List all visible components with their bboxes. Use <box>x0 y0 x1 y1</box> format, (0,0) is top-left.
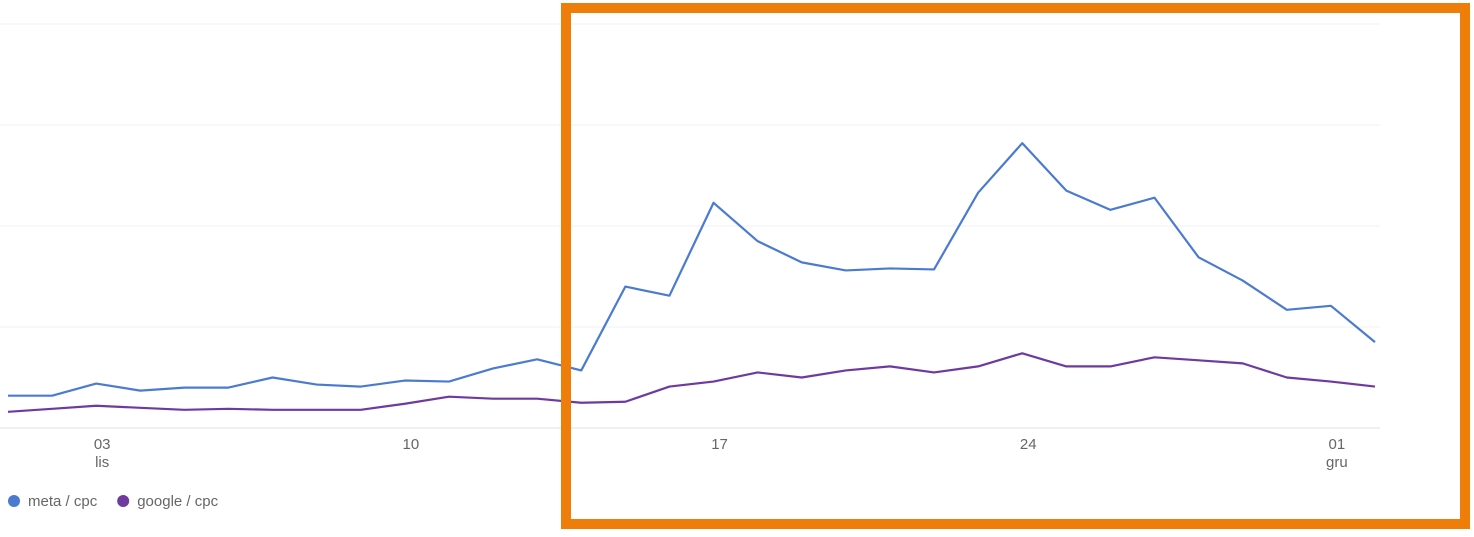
series-line <box>7 352 1376 413</box>
series-line <box>8 142 1376 397</box>
x-tick-sublabel: gru <box>1326 454 1348 471</box>
x-tick-label: 17 <box>711 436 728 453</box>
x-tick-label: 10 <box>403 436 420 453</box>
legend-label: meta / cpc <box>28 493 98 510</box>
x-tick-sublabel: lis <box>95 454 109 471</box>
x-tick-label: 03 <box>94 436 111 453</box>
x-tick-label: 01 <box>1329 436 1346 453</box>
x-tick-label: 24 <box>1020 436 1037 453</box>
legend-label: google / cpc <box>137 493 218 510</box>
legend-marker <box>8 495 20 507</box>
highlight-box <box>561 3 1470 529</box>
legend-marker <box>117 495 130 507</box>
